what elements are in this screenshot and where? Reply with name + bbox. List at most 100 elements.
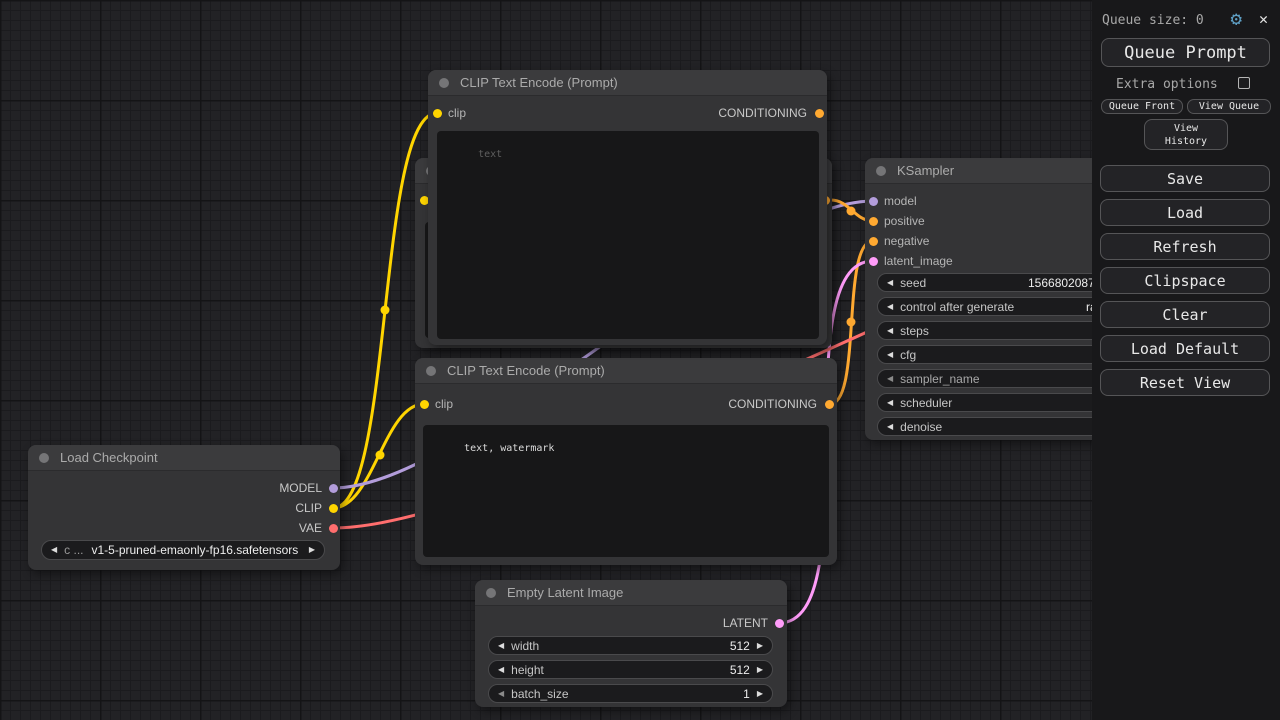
conditioning-output-slot[interactable] xyxy=(814,108,824,118)
widget-value: 512 xyxy=(729,662,750,677)
widget-prev-icon[interactable]: ◀ xyxy=(498,688,505,698)
node-load-checkpoint[interactable]: Load Checkpoint MODEL CLIP VAE ◀ c ... v… xyxy=(28,445,340,570)
conditioning-output-label: CONDITIONING xyxy=(728,397,817,411)
node-title[interactable]: Load Checkpoint xyxy=(28,445,340,471)
widget-prev-icon[interactable]: ◀ xyxy=(51,545,58,554)
clip-output-slot[interactable] xyxy=(328,503,338,513)
queue-size-label: Queue size: 0 xyxy=(1102,13,1204,28)
close-icon[interactable]: ✕ xyxy=(1258,10,1268,28)
clip-input-slot[interactable] xyxy=(432,108,442,118)
batch-size-widget[interactable]: ◀ batch_size 1 ▶ xyxy=(488,684,773,703)
node-title[interactable]: Empty Latent Image xyxy=(475,580,787,606)
collapse-dot-icon[interactable] xyxy=(426,366,436,376)
latent-output-label: LATENT xyxy=(722,616,768,630)
textarea-placeholder: text xyxy=(478,149,503,160)
extra-options-checkbox[interactable] xyxy=(1238,77,1250,89)
widget-label: denoise xyxy=(900,419,943,434)
widget-label: scheduler xyxy=(900,395,953,410)
collapse-dot-icon[interactable] xyxy=(876,166,886,176)
node-title[interactable]: CLIP Text Encode (Prompt) xyxy=(428,70,827,96)
widget-label: seed xyxy=(900,275,927,290)
height-widget[interactable]: ◀ height 512 ▶ xyxy=(488,660,773,679)
model-output-slot[interactable] xyxy=(328,483,338,493)
model-input-slot[interactable] xyxy=(868,196,878,206)
positive-input-slot[interactable] xyxy=(868,216,878,226)
node-clip-text-encode-negative[interactable]: CLIP Text Encode (Prompt) clip CONDITION… xyxy=(415,358,837,565)
widget-prev-icon[interactable]: ◀ xyxy=(887,397,894,407)
collapse-dot-icon[interactable] xyxy=(39,453,49,463)
widget-next-icon[interactable]: ▶ xyxy=(756,640,763,650)
latent-image-input-slot[interactable] xyxy=(868,256,878,266)
clip-output-label: CLIP xyxy=(295,501,322,515)
clip-input-slot[interactable] xyxy=(419,195,429,205)
sampler-name-widget[interactable]: ◀ sampler_name xyxy=(877,369,1155,388)
widget-prev-icon[interactable]: ◀ xyxy=(887,421,894,431)
prompt-textarea[interactable]: text xyxy=(437,131,819,339)
clear-button[interactable]: Clear xyxy=(1100,301,1270,328)
widget-next-icon[interactable]: ▶ xyxy=(308,545,315,554)
scheduler-widget[interactable]: ◀ scheduler xyxy=(877,393,1155,412)
view-history-button[interactable]: View History xyxy=(1144,119,1228,150)
clip-input-label: clip xyxy=(448,106,467,120)
clip-input-slot[interactable] xyxy=(419,399,429,409)
widget-prev-icon[interactable]: ◀ xyxy=(887,373,894,383)
collapse-dot-icon[interactable] xyxy=(486,588,496,598)
steps-widget[interactable]: ◀ steps xyxy=(877,321,1155,340)
widget-prev-icon[interactable]: ◀ xyxy=(887,325,894,335)
widget-value: 512 xyxy=(729,638,750,653)
conditioning-output-slot[interactable] xyxy=(824,399,834,409)
queue-front-button[interactable]: Queue Front xyxy=(1101,99,1183,114)
conditioning-output-label: CONDITIONING xyxy=(718,106,807,120)
latent-image-input-label: latent_image xyxy=(884,254,953,268)
ckpt-name-widget[interactable]: ◀ c ... v1-5-pruned-emaonly-fp16.safeten… xyxy=(41,540,325,560)
negative-input-label: negative xyxy=(884,234,930,248)
link-dot xyxy=(846,317,856,327)
positive-input-label: positive xyxy=(884,214,925,228)
widget-prev-icon[interactable]: ◀ xyxy=(887,301,894,311)
cfg-widget[interactable]: ◀ cfg xyxy=(877,345,1155,364)
model-input-label: model xyxy=(884,194,917,208)
node-title[interactable]: CLIP Text Encode (Prompt) xyxy=(415,358,837,384)
widget-label: batch_size xyxy=(511,686,569,701)
extra-options-label: Extra options xyxy=(1116,77,1218,92)
widget-label: control after generate xyxy=(900,299,1015,314)
save-button[interactable]: Save xyxy=(1100,165,1270,192)
seed-widget[interactable]: ◀ seed 1566802087 xyxy=(877,273,1155,292)
negative-input-slot[interactable] xyxy=(868,236,878,246)
prompt-textarea[interactable]: text, watermark xyxy=(423,425,829,557)
widget-next-icon[interactable]: ▶ xyxy=(756,688,763,698)
comfy-menu-panel: Queue size: 0 ⚙ ✕ Queue Prompt Extra opt… xyxy=(1092,0,1280,720)
vae-output-slot[interactable] xyxy=(328,523,338,533)
widget-prev-icon[interactable]: ◀ xyxy=(887,277,894,287)
vae-output-label: VAE xyxy=(298,521,322,535)
model-output-label: MODEL xyxy=(279,481,322,495)
widget-prev-icon[interactable]: ◀ xyxy=(498,664,505,674)
node-clip-text-encode-top[interactable]: CLIP Text Encode (Prompt) clip CONDITION… xyxy=(428,70,827,345)
reset-view-button[interactable]: Reset View xyxy=(1100,369,1270,396)
widget-value: 1 xyxy=(743,686,750,701)
widget-next-icon[interactable]: ▶ xyxy=(756,664,763,674)
clip-input-label: clip xyxy=(435,397,454,411)
queue-prompt-button[interactable]: Queue Prompt xyxy=(1101,38,1270,67)
widget-label: c ... xyxy=(64,543,84,557)
widget-prev-icon[interactable]: ◀ xyxy=(887,349,894,359)
widget-prev-icon[interactable]: ◀ xyxy=(498,640,505,650)
settings-gear-icon[interactable]: ⚙ xyxy=(1230,8,1242,30)
widget-label: steps xyxy=(900,323,929,338)
refresh-button[interactable]: Refresh xyxy=(1100,233,1270,260)
width-widget[interactable]: ◀ width 512 ▶ xyxy=(488,636,773,655)
widget-label: cfg xyxy=(900,347,917,362)
denoise-widget[interactable]: ◀ denoise xyxy=(877,417,1155,436)
link-dot xyxy=(380,305,390,315)
widget-label: width xyxy=(511,638,540,653)
load-default-button[interactable]: Load Default xyxy=(1100,335,1270,362)
widget-value: 1566802087 xyxy=(1028,275,1095,290)
latent-output-slot[interactable] xyxy=(774,618,784,628)
node-empty-latent-image[interactable]: Empty Latent Image LATENT ◀ width 512 ▶ … xyxy=(475,580,787,707)
load-button[interactable]: Load xyxy=(1100,199,1270,226)
view-queue-button[interactable]: View Queue xyxy=(1187,99,1271,114)
link-dot xyxy=(846,206,856,216)
collapse-dot-icon[interactable] xyxy=(439,78,449,88)
clipspace-button[interactable]: Clipspace xyxy=(1100,267,1270,294)
